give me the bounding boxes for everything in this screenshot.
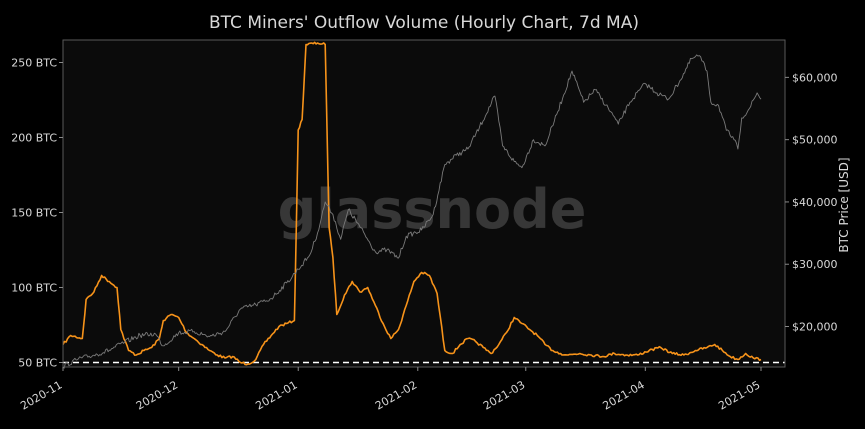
plot-area (63, 40, 785, 367)
watermark: glassnode (278, 178, 587, 241)
series-line-miners-outflow (62, 41, 762, 366)
chart-title: BTC Miners' Outflow Volume (Hourly Chart… (209, 13, 639, 33)
y-left-tick-label: 100 BTC (11, 282, 57, 295)
y-axis-label-right: BTC Price [USD] (837, 157, 851, 252)
y-right-tick-label: $40,000 (792, 196, 838, 209)
y-left-tick-label: 150 BTC (11, 207, 57, 220)
y-left-tick-label: 200 BTC (11, 132, 57, 145)
y-right-tick-label: $20,000 (792, 321, 838, 334)
y-right-tick-label: $50,000 (792, 134, 838, 147)
series-line-btc-price (62, 54, 762, 369)
plot-frame (62, 39, 786, 368)
y-left-tick-label: 250 BTC (11, 57, 57, 70)
y-left-tick-label: 50 BTC (18, 357, 57, 370)
plot-layer (62, 41, 785, 369)
y-right-tick-label: $30,000 (792, 258, 838, 271)
y-right-tick-label: $60,000 (792, 71, 838, 84)
